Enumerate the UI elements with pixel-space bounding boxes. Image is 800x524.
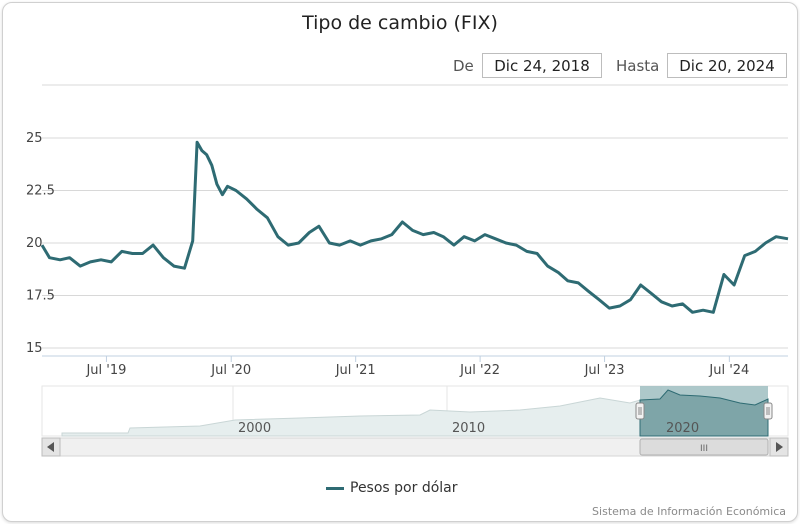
navigator-year-label: 2010 xyxy=(452,421,485,436)
grid-lines xyxy=(42,84,788,349)
arrow-left-icon xyxy=(47,442,54,452)
navigator-year-label: 2020 xyxy=(666,421,699,436)
to-label: Hasta xyxy=(616,57,660,75)
chart-title: Tipo de cambio (FIX) xyxy=(302,12,498,34)
navigator-year-label: 2000 xyxy=(238,421,271,436)
arrow-right-icon xyxy=(776,442,783,452)
from-label: De xyxy=(453,57,474,75)
x-tick-label: Jul '22 xyxy=(459,363,500,378)
credit-text: Sistema de Información Económica xyxy=(592,505,786,518)
legend[interactable]: Pesos por dólar xyxy=(326,480,458,496)
from-date-input[interactable]: Dic 24, 2018 xyxy=(482,53,602,78)
y-tick-label: 25 xyxy=(26,131,43,146)
x-tick-label: Jul '20 xyxy=(210,363,251,378)
to-date-input[interactable]: Dic 20, 2024 xyxy=(667,53,787,78)
y-tick-label: 22.5 xyxy=(26,184,55,199)
y-tick-label: 20 xyxy=(26,236,43,251)
navigator-left-handle[interactable] xyxy=(635,402,645,420)
y-tick-label: 15 xyxy=(26,341,43,356)
scrollbar-thumb[interactable] xyxy=(639,438,769,456)
legend-label: Pesos por dólar xyxy=(350,480,458,496)
x-axis: Jul '19 Jul '20 Jul '21 Jul '22 Jul '23 Jul '… xyxy=(85,356,749,378)
navigator-scrollbar[interactable]: III xyxy=(41,437,789,457)
scrollbar-grip: III xyxy=(700,444,708,454)
y-tick-label: 17.5 xyxy=(26,289,55,304)
series-line-pesos-por-dolar[interactable] xyxy=(40,140,789,314)
x-tick-label: Jul '23 xyxy=(584,363,625,378)
navigator-right-handle[interactable] xyxy=(763,402,773,420)
navigator-selected-series xyxy=(639,389,769,437)
x-tick-label: Jul '21 xyxy=(335,363,376,378)
x-tick-label: Jul '19 xyxy=(85,363,126,378)
y-axis: 25 22.5 20 17.5 15 xyxy=(26,131,55,356)
legend-swatch xyxy=(326,486,344,490)
navigator[interactable]: 2000 2010 2020 xyxy=(41,385,789,437)
x-tick-label: Jul '24 xyxy=(708,363,749,378)
